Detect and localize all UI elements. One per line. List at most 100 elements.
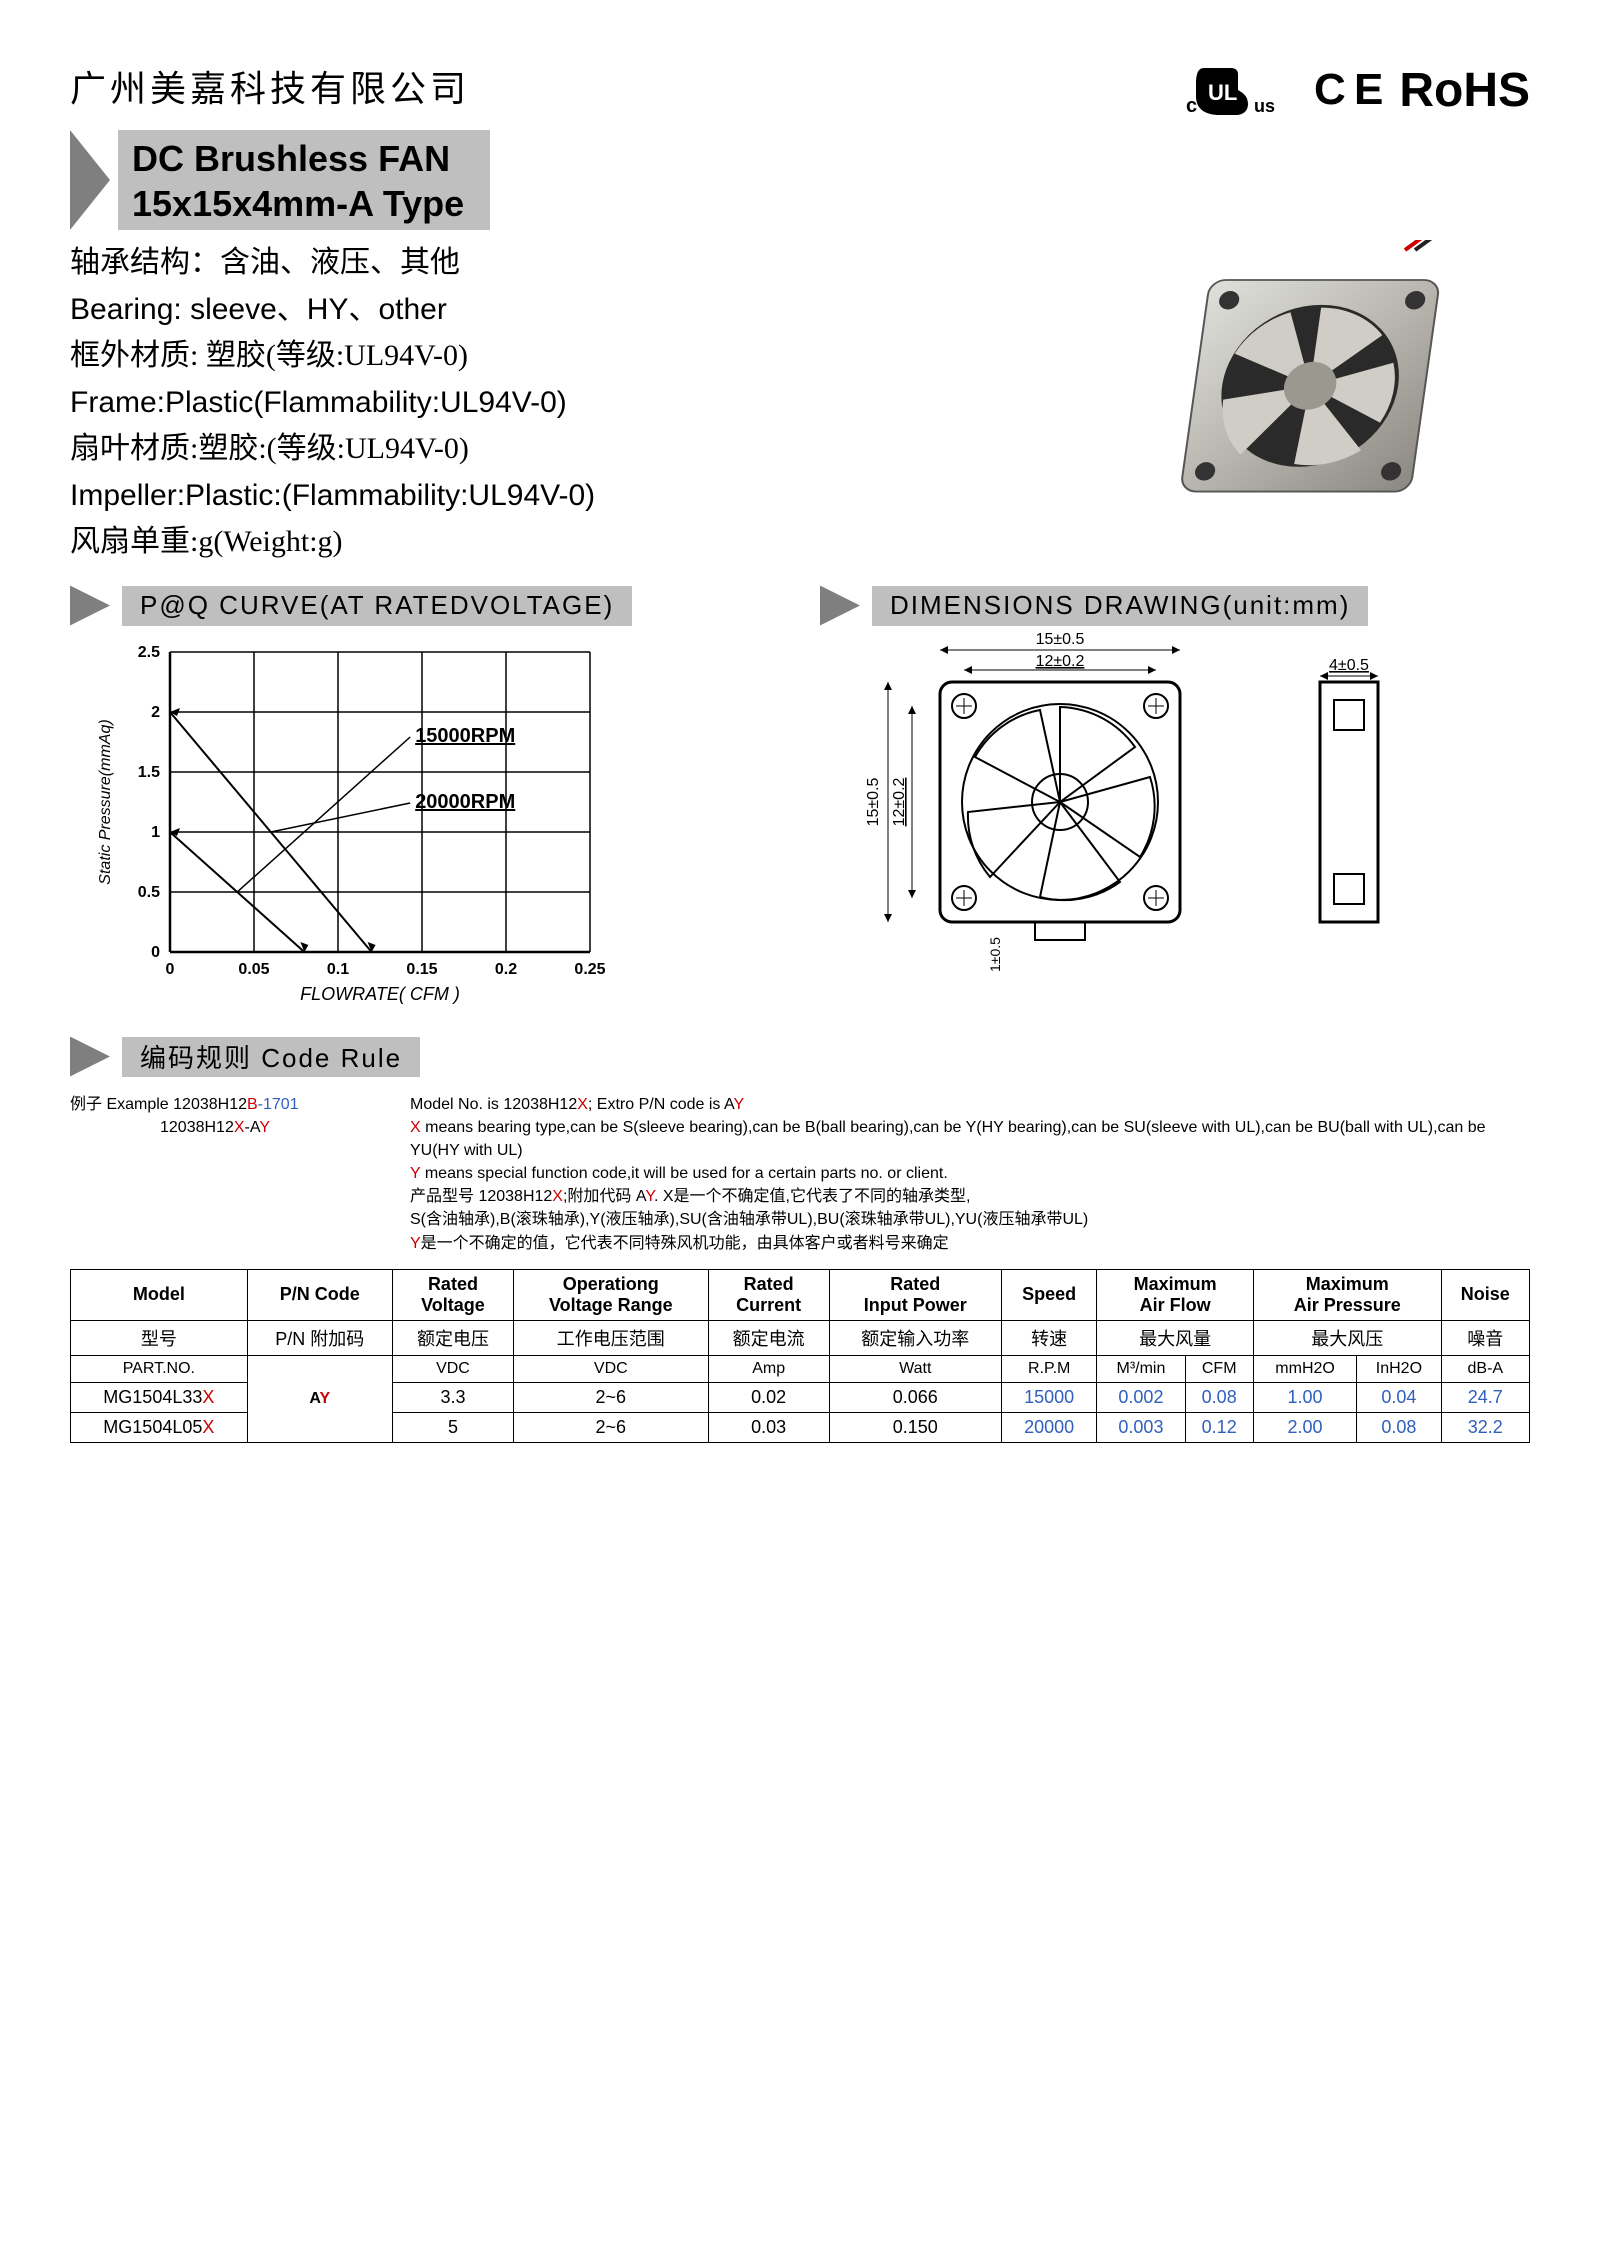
td: InH2O: [1357, 1355, 1441, 1382]
r1b: X: [577, 1096, 588, 1113]
spec-line: 风扇单重:g(Weight:g): [70, 519, 1130, 566]
th: P/N Code: [247, 1269, 392, 1320]
td: M³/min: [1097, 1355, 1185, 1382]
svg-text:4±0.5: 4±0.5: [1329, 657, 1369, 674]
code-description: Model No. is 12038H12X; Extro P/N code i…: [410, 1093, 1530, 1255]
td: Amp: [708, 1355, 829, 1382]
th: Rated: [428, 1274, 478, 1294]
td: 0.08: [1185, 1382, 1253, 1412]
spec-table: Model P/N Code RatedVoltage OperationgVo…: [70, 1269, 1530, 1443]
td: 20000: [1001, 1412, 1096, 1442]
r4a: 产品型号 12038H12: [410, 1188, 552, 1205]
td: Watt: [829, 1355, 1001, 1382]
svg-text:0.15: 0.15: [406, 961, 437, 978]
td: 工作电压范围: [513, 1320, 708, 1355]
table-header-en: Model P/N Code RatedVoltage OperationgVo…: [71, 1269, 1530, 1320]
ex2d: Y: [259, 1119, 270, 1136]
th: Rated: [744, 1274, 794, 1294]
td: 0.03: [708, 1412, 829, 1442]
svg-text:2.5: 2.5: [138, 644, 160, 661]
product-title: DC Brushless FAN 15x15x4mm-A Type: [118, 130, 490, 230]
th: Input Power: [864, 1295, 967, 1315]
svg-text:20000RPM: 20000RPM: [415, 791, 515, 813]
spec-list: 轴承结构：含油、液压、其他 Bearing: sleeve、HY、other 框…: [70, 240, 1130, 566]
th: Voltage Range: [549, 1295, 673, 1315]
svg-text:12±0.2: 12±0.2: [891, 777, 908, 826]
th: Maximum: [1306, 1274, 1389, 1294]
td: 3.3: [392, 1382, 513, 1412]
td: 2~6: [513, 1382, 708, 1412]
th: Current: [736, 1295, 801, 1315]
code-rule-block: 例子 Example 12038H12B-1701 12038H12X-AY M…: [70, 1093, 1530, 1255]
product-photo: [1170, 240, 1530, 520]
dimension-drawing: 15±0.5 12±0.2 15±0.5 12±0.2 1±0.5 4±0.5: [820, 632, 1530, 1017]
r6b: 是一个不确定的值，它代表不同特殊风机功能，由具体客户或者料号来确定: [421, 1235, 949, 1252]
ce-mark: C E: [1314, 65, 1381, 115]
td: 24.7: [1441, 1382, 1529, 1412]
svg-text:c: c: [1186, 95, 1197, 117]
td: 转速: [1001, 1320, 1096, 1355]
td: 型号: [71, 1320, 248, 1355]
svg-text:UL: UL: [1208, 80, 1237, 105]
td: 32.2: [1441, 1412, 1529, 1442]
td: 2~6: [513, 1412, 708, 1442]
example-label: 例子 Example: [70, 1096, 173, 1113]
ex2a: 12038H12: [160, 1119, 234, 1136]
svg-text:1±0.5: 1±0.5: [987, 936, 1003, 971]
specs-row: 轴承结构：含油、液压、其他 Bearing: sleeve、HY、other 框…: [70, 240, 1530, 566]
th: Speed: [1001, 1269, 1096, 1320]
spec-line: Frame:Plastic(Flammability:UL94V-0): [70, 380, 1130, 427]
r2b: means bearing type,can be S(sleeve beari…: [410, 1119, 1486, 1159]
table-units: PART.NO. AY VDC VDC Amp Watt R.P.M M³/mi…: [71, 1355, 1530, 1382]
svg-text:0.1: 0.1: [327, 961, 349, 978]
svg-text:1.5: 1.5: [138, 764, 160, 781]
svg-text:2: 2: [151, 704, 160, 721]
spec-line: 轴承结构：含油、液压、其他: [70, 240, 1130, 287]
td: 2.00: [1253, 1412, 1356, 1442]
r2a: X: [410, 1119, 421, 1136]
spec-line: Bearing: sleeve、HY、other: [70, 287, 1130, 334]
dim-title: DIMENSIONS DRAWING(unit:mm): [872, 586, 1368, 626]
spec-line: Impeller:Plastic:(Flammability:UL94V-0): [70, 473, 1130, 520]
td: 额定电流: [708, 1320, 829, 1355]
code-example: 例子 Example 12038H12B-1701 12038H12X-AY: [70, 1093, 370, 1255]
ul-icon: c UL us: [1186, 60, 1296, 120]
r4c: ;附加代码 A: [563, 1188, 645, 1205]
ex1a: 12038H12: [173, 1096, 247, 1113]
title-line2: 15x15x4mm-A Type: [132, 181, 464, 226]
td: 0.04: [1357, 1382, 1441, 1412]
r5: S(含油轴承),B(滚珠轴承),Y(液压轴承),SU(含油轴承带UL),BU(滚…: [410, 1208, 1530, 1231]
model-cell: MG1504L33X: [71, 1382, 248, 1412]
r4d: Y: [645, 1188, 654, 1205]
td: R.P.M: [1001, 1355, 1096, 1382]
td: 0.12: [1185, 1412, 1253, 1442]
model-cell: MG1504L05X: [71, 1412, 248, 1442]
td: mmH2O: [1253, 1355, 1356, 1382]
svg-text:0: 0: [151, 944, 160, 961]
td: 15000: [1001, 1382, 1096, 1412]
ex2c: -A: [245, 1119, 260, 1136]
svg-text:0: 0: [166, 961, 175, 978]
ex1b: B: [247, 1096, 258, 1113]
spec-line: 扇叶材质:塑胶:(等级:UL94V-0): [70, 426, 1130, 473]
svg-text:1: 1: [151, 824, 160, 841]
table-header-cn: 型号 P/N 附加码 额定电压 工作电压范围 额定电流 额定输入功率 转速 最大…: [71, 1320, 1530, 1355]
svg-text:0.05: 0.05: [238, 961, 269, 978]
pn-code-cell: AY: [247, 1355, 392, 1442]
svg-text:0.5: 0.5: [138, 884, 160, 901]
svg-text:Static Pressure(mmAq): Static Pressure(mmAq): [97, 719, 114, 884]
section-headers: P@Q CURVE(AT RATEDVOLTAGE) DIMENSIONS DR…: [70, 566, 1530, 626]
title-line1: DC Brushless FAN: [132, 136, 464, 181]
code-section-head: 编码规则 Code Rule: [70, 1037, 1530, 1077]
rohs-mark: RoHS: [1399, 63, 1530, 118]
company-name: 广州美嘉科技有限公司: [70, 60, 470, 112]
r1a: Model No. is 12038H12: [410, 1096, 577, 1113]
td: 0.066: [829, 1382, 1001, 1412]
td: VDC: [392, 1355, 513, 1382]
th: Maximum: [1134, 1274, 1217, 1294]
r4e: . X是一个不确定值,它代表了不同的轴承类型,: [654, 1188, 970, 1205]
cert-badges: c UL us C E RoHS: [1186, 60, 1530, 120]
title-chevron-icon: [70, 130, 110, 230]
th: Air Pressure: [1294, 1295, 1401, 1315]
r3a: Y: [410, 1165, 420, 1182]
